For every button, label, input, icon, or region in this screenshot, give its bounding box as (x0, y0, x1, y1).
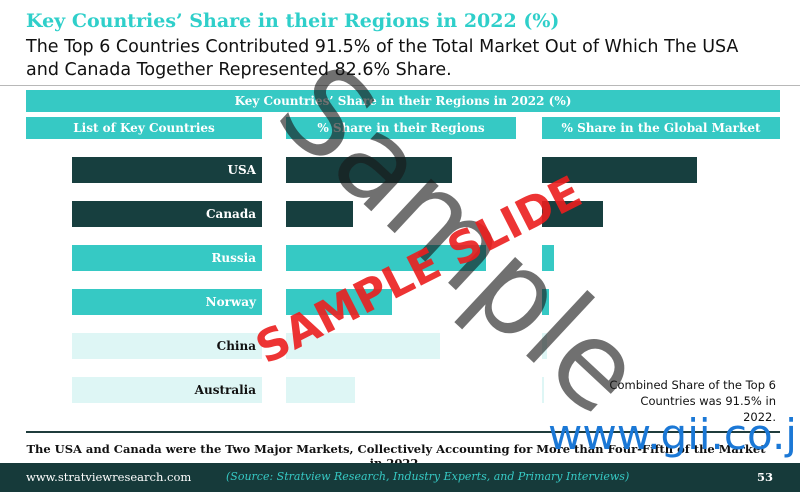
regional-share-bar-usa (286, 157, 452, 183)
regional-share-bar-canada (286, 201, 353, 227)
global-share-bar-australia (542, 377, 545, 403)
column-header-global-share: % Share in the Global Market (542, 117, 780, 139)
bottom-divider (26, 431, 780, 433)
page-number: 53 (757, 470, 774, 484)
header-divider (0, 85, 800, 86)
global-share-bar-russia (542, 245, 554, 271)
page-subtitle: The Top 6 Countries Contributed 91.5% of… (26, 37, 739, 80)
column-header-regional-share: % Share in their Regions (286, 117, 516, 139)
footer-source-text: (Source: Stratview Research, Industry Ex… (226, 470, 630, 483)
global-share-bar-china (542, 333, 547, 359)
footer-website-link[interactable]: www.stratviewresearch.com (26, 470, 192, 484)
regional-share-bar-australia (286, 377, 355, 403)
gii-watermark: www.gii.co.jp (548, 410, 800, 459)
page-title: Key Countries’ Share in their Regions in… (26, 10, 560, 32)
country-label-china: China (72, 333, 262, 359)
regional-share-bar-norway (286, 289, 392, 315)
combined-share-note: Combined Share of the Top 6 Countries wa… (609, 378, 776, 424)
country-label-usa: USA (72, 157, 262, 183)
regional-share-bar-china (286, 333, 441, 359)
column-header-countries: List of Key Countries (26, 117, 262, 139)
global-share-bar-canada (542, 201, 604, 227)
country-label-australia: Australia (72, 377, 262, 403)
footer-bar: www.stratviewresearch.com (Source: Strat… (0, 463, 800, 492)
country-label-norway: Norway (72, 289, 262, 315)
global-share-bar-usa (542, 157, 698, 183)
regional-share-bar-russia (286, 245, 487, 271)
country-label-canada: Canada (72, 201, 262, 227)
global-share-bar-norway (542, 289, 550, 315)
country-label-russia: Russia (72, 245, 262, 271)
chart-title-banner: Key Countries’ Share in their Regions in… (26, 90, 780, 112)
